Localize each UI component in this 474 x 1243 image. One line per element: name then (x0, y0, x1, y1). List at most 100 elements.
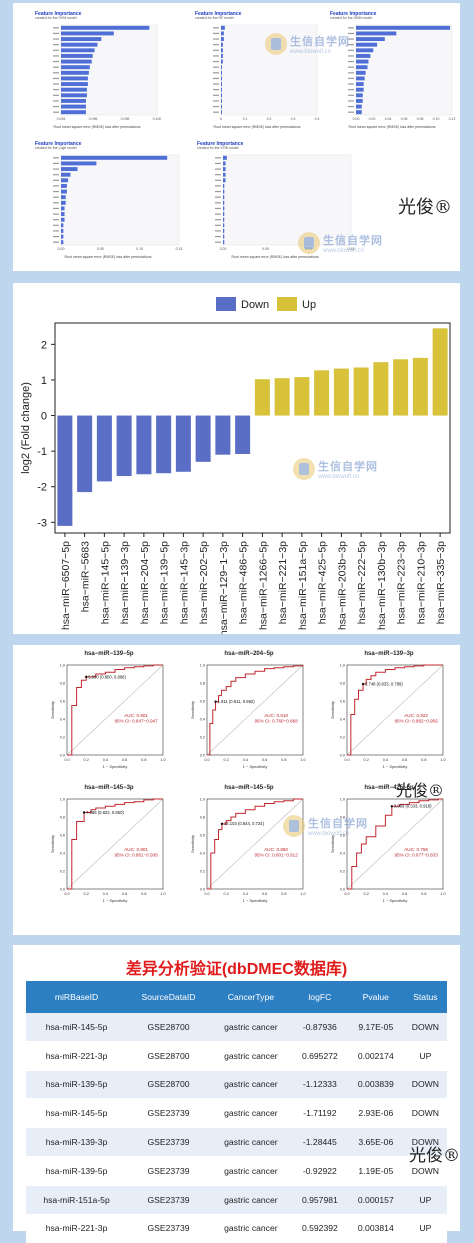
roc-xtick: 0.6 (122, 758, 127, 762)
fi-bar (356, 65, 368, 70)
table-cell: UP (403, 1041, 447, 1071)
fi-svg: 0.094 0.096 0.098 0.100 (53, 24, 161, 121)
roc-diagonal (206, 664, 304, 756)
fi-xtick: 0 (220, 117, 222, 121)
fi-bar (223, 172, 226, 177)
roc-ytick: 1.0 (200, 797, 205, 801)
fi-xtick: 0.094 (57, 117, 66, 121)
bar (116, 415, 132, 477)
table-cell: hsa-miR-151a-5p (26, 1185, 128, 1215)
fi-subtitle: created for the GBM model (330, 16, 373, 20)
fi-subtitle: created for the Logit model (35, 146, 77, 150)
roc-ylabel: Sensitivity (330, 701, 335, 719)
fi-plot-bg (60, 154, 180, 246)
fi-bar (221, 48, 223, 53)
roc-ytick: 1.0 (340, 663, 345, 667)
roc-xtick: 0.6 (122, 892, 127, 896)
fi-xtick: 0.06 (401, 117, 408, 121)
roc-plot: hsa−miR−139−5p 0.0 0.0 0.2 0.2 0.4 0.4 0.6 0.6 0.… (45, 651, 173, 779)
fi-bar (221, 31, 224, 36)
x-tick-label: hsa−miR−486−5p (238, 541, 250, 624)
table-cell: hsa-miR-139-3p (26, 1127, 128, 1157)
fi-bar (221, 110, 222, 115)
roc-ci-label: 95% CI: 0.847−0.947 (114, 719, 158, 724)
roc-xlabel: 1 − Specificity (103, 898, 128, 903)
table-cell: 3.65E-06 (347, 1127, 404, 1157)
fi-bar (356, 70, 366, 75)
fi-bar (61, 161, 97, 166)
table-cell: gastric cancer (209, 1185, 292, 1215)
roc-diagonal (66, 798, 164, 890)
table-cell: 1.19E-05 (347, 1156, 404, 1186)
roc-cutoff-point (82, 811, 86, 814)
roc-xtick: 1.0 (440, 892, 445, 896)
fi-title: Feature Importance (197, 141, 244, 147)
table-row: hsa-miR-221-3p GSE28700 gastric cancer 0.69… (26, 1041, 447, 1071)
legend-swatch-down (216, 297, 236, 311)
table-cell: hsa-miR-145-5p (26, 1098, 128, 1129)
fi-bar (221, 53, 223, 58)
fi-xtick: 0.096 (89, 117, 98, 121)
roc-ytick: 0.6 (200, 699, 205, 703)
table-cell: 0.957981 (291, 1185, 348, 1215)
fi-bar (61, 200, 66, 205)
bar (274, 378, 290, 416)
y-tick-label: 1 (41, 375, 47, 387)
fi-bar (61, 70, 89, 75)
roc-diagonal (206, 798, 304, 890)
table-cell: GSE23739 (127, 1127, 210, 1157)
table-cell: -0.92922 (291, 1156, 348, 1186)
fi-bar (61, 65, 90, 70)
table-cell: -1.12333 (291, 1070, 348, 1100)
fi-bar (223, 200, 225, 205)
bar (393, 359, 409, 416)
roc-xlabel: 1 − Specificity (383, 764, 408, 769)
feature-importance-plot: Feature Importance created for the SVM mo… (33, 11, 161, 129)
fi-bar (223, 206, 225, 211)
roc-xtick: 0.4 (383, 758, 388, 762)
table-cell: GSE28700 (127, 1041, 210, 1071)
fi-xtick: 0.2 (267, 117, 272, 121)
bar (57, 415, 73, 526)
watermark-url: www.biowolf.cn (290, 49, 332, 55)
bar (235, 415, 251, 454)
table-cell: 0.003814 (347, 1214, 404, 1243)
roc-ytick: 1.0 (60, 797, 65, 801)
roc-xlabel: 1 − Specificity (383, 898, 408, 903)
roc-auc-label: AUC: 0.818 (264, 713, 288, 718)
roc-xtick: 0.0 (204, 758, 209, 762)
roc-ci-label: 95% CI: 0.882−0.956 (394, 719, 438, 724)
x-tick-label: hsa−miR−203b−3p (336, 541, 348, 630)
table-row: hsa-miR-139-5p GSE28700 gastric cancer -1.1… (26, 1070, 447, 1100)
roc-ytick: 0.6 (340, 833, 345, 837)
fi-bar (221, 76, 222, 81)
roc-ytick: 0.4 (60, 851, 65, 855)
x-tick-label: hsa−miR−221−3p (277, 541, 289, 624)
fi-bar (61, 167, 78, 172)
column-header: SourceDataID (127, 981, 210, 1013)
roc-ytick: 0.4 (340, 851, 345, 855)
y-axis-label: log2 (Fold change) (20, 382, 32, 474)
fi-bar (61, 87, 87, 92)
roc-plot: hsa−miR−145−3p 0.0 0.0 0.2 0.2 0.4 0.4 0.6 0.6 0.… (45, 785, 173, 913)
watermark-url: www.biowolf.cn (323, 248, 365, 254)
fi-bar (61, 110, 86, 115)
feature-importance-plot: Feature Importance created for the Logit … (33, 141, 183, 259)
roc-title: hsa−miR−145−5p (224, 785, 274, 791)
fi-xlabel: Root mean square error (RMSE) loss after… (213, 125, 301, 129)
table-cell: 9.17E-05 (347, 1013, 404, 1042)
roc-ytick: 0.8 (60, 815, 65, 819)
roc-curve (207, 798, 303, 890)
x-tick-label: hsa−miR−129−1−3p (218, 541, 230, 634)
table-cell: hsa-miR-221-3p (26, 1214, 128, 1243)
fi-bar (356, 104, 362, 109)
watermark: 生信自学网 www.biowolf.cn (265, 33, 350, 55)
y-tick-label: 0 (41, 411, 47, 423)
roc-svg: 0.00.0 0.2 0.2 0.4 0.4 0.6 0.6 0.8 0.8 1.0 1.0 1 − … (50, 797, 166, 903)
fi-bar (61, 104, 86, 109)
fi-bar (356, 48, 374, 53)
signature: 光俊® (398, 197, 452, 218)
column-header: miRBaseID (26, 981, 128, 1013)
fi-bar (221, 82, 222, 87)
fi-xtick: 0.08 (417, 117, 424, 121)
